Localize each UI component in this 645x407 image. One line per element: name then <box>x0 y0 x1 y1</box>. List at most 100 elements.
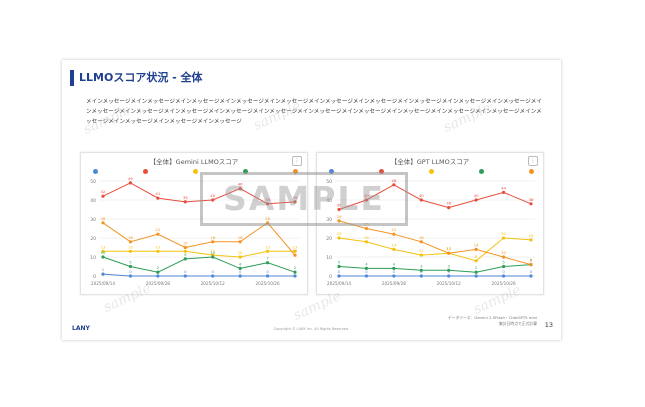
data-label: 10 <box>210 250 215 255</box>
data-label: 5 <box>129 260 132 265</box>
y-tick-label: 0 <box>329 274 332 280</box>
data-point <box>392 232 396 236</box>
data-label: 22 <box>155 227 160 232</box>
y-tick-label: 0 <box>93 274 96 280</box>
data-point <box>128 274 133 278</box>
data-point <box>447 206 451 210</box>
data-point <box>183 274 187 278</box>
legend-swatch <box>243 169 248 174</box>
data-label: 13 <box>128 244 133 249</box>
y-tick-label: 30 <box>326 217 332 223</box>
data-label: 11 <box>419 248 424 253</box>
y-tick-label: 30 <box>90 217 96 223</box>
data-point <box>101 249 105 253</box>
slide-title: LLMOスコア状況 - 全体 <box>79 71 203 84</box>
series-line <box>103 250 295 258</box>
data-label: 9 <box>184 252 187 257</box>
data-label: 48 <box>391 178 396 183</box>
data-point <box>293 270 297 274</box>
data-point <box>238 187 242 191</box>
data-label: 20 <box>501 231 506 236</box>
data-label: 10 <box>501 250 506 255</box>
data-point <box>128 264 133 269</box>
data-label: 11 <box>293 248 298 253</box>
legend-swatch <box>429 169 434 174</box>
data-label: 38 <box>265 197 270 202</box>
data-point <box>474 274 478 278</box>
data-label: 0 <box>212 269 215 274</box>
data-label: 40 <box>474 193 479 198</box>
data-point <box>211 198 215 202</box>
data-point <box>529 238 533 242</box>
series-line <box>102 273 295 277</box>
data-point <box>364 240 369 244</box>
data-source-note: データソース：Gemini 2.5Flash・ChatGPT5 mini <box>447 315 537 320</box>
data-label: 7 <box>266 256 269 261</box>
data-label: 0 <box>266 269 269 274</box>
data-point <box>419 253 423 257</box>
data-point <box>101 194 105 198</box>
date-note: 集計日時点で正式計算 <box>499 321 537 326</box>
data-label: 0 <box>338 269 341 274</box>
data-label: 22 <box>391 227 396 232</box>
legend-swatch <box>93 169 98 174</box>
data-point <box>392 266 396 270</box>
chart-legend <box>329 169 534 175</box>
data-point <box>238 240 242 244</box>
data-point <box>101 272 105 276</box>
data-point <box>293 274 297 278</box>
data-label: 0 <box>502 269 505 274</box>
data-label: 39 <box>183 195 188 200</box>
sample-stamp: SAMPLE <box>200 172 408 226</box>
data-label: 49 <box>128 176 133 181</box>
data-label: 42 <box>101 189 106 194</box>
data-point <box>337 274 341 278</box>
data-point <box>529 263 533 267</box>
x-tick-label: 2025/10/12 <box>437 281 461 286</box>
data-label: 3 <box>420 263 423 268</box>
x-tick-label: 2025/09/28 <box>146 281 170 286</box>
data-label: 6 <box>530 258 533 263</box>
data-point <box>211 274 215 278</box>
x-tick-label: 2025/10/26 <box>256 281 280 286</box>
y-tick-label: 50 <box>90 179 96 185</box>
data-point <box>392 247 396 251</box>
chart-menu-button[interactable]: ⋮ <box>292 156 302 166</box>
data-point <box>529 274 533 278</box>
data-label: 2 <box>294 265 297 270</box>
data-point <box>156 270 160 274</box>
data-label: 12 <box>446 246 451 251</box>
main-message: メインメッセージメインメッセージメインメッセージメインメッセージメインメッセージ… <box>86 99 542 125</box>
chart-title: 【全体】GPT LLMOスコア <box>390 158 470 166</box>
x-tick-label: 2025/10/26 <box>492 281 516 286</box>
title-accent-bar <box>70 70 74 86</box>
data-point <box>447 274 451 278</box>
x-tick-label: 2025/09/14 <box>91 281 115 286</box>
data-point <box>501 274 506 278</box>
data-point <box>156 274 160 278</box>
data-point <box>501 236 506 240</box>
y-tick-label: 10 <box>90 255 96 261</box>
data-label: 41 <box>155 191 160 196</box>
data-label: 46 <box>238 182 243 187</box>
data-label: 1 <box>102 267 105 272</box>
data-label: 0 <box>365 269 368 274</box>
chart-menu-button[interactable]: ⋮ <box>528 156 538 166</box>
y-tick-label: 20 <box>326 236 332 242</box>
series-line <box>338 184 532 210</box>
data-point <box>238 266 242 270</box>
data-label: 4 <box>393 261 396 266</box>
data-label: 5 <box>338 260 341 265</box>
y-tick-label: 40 <box>90 198 96 204</box>
legend-swatch <box>329 169 334 174</box>
data-point <box>128 249 133 253</box>
data-point <box>419 198 423 202</box>
data-point <box>474 247 478 251</box>
data-label: 20 <box>337 231 342 236</box>
data-point <box>364 198 369 202</box>
data-label: 36 <box>446 201 451 206</box>
data-label: 10 <box>238 250 243 255</box>
data-label: 0 <box>239 269 242 274</box>
data-point <box>337 219 341 223</box>
data-label: 10 <box>101 250 106 255</box>
